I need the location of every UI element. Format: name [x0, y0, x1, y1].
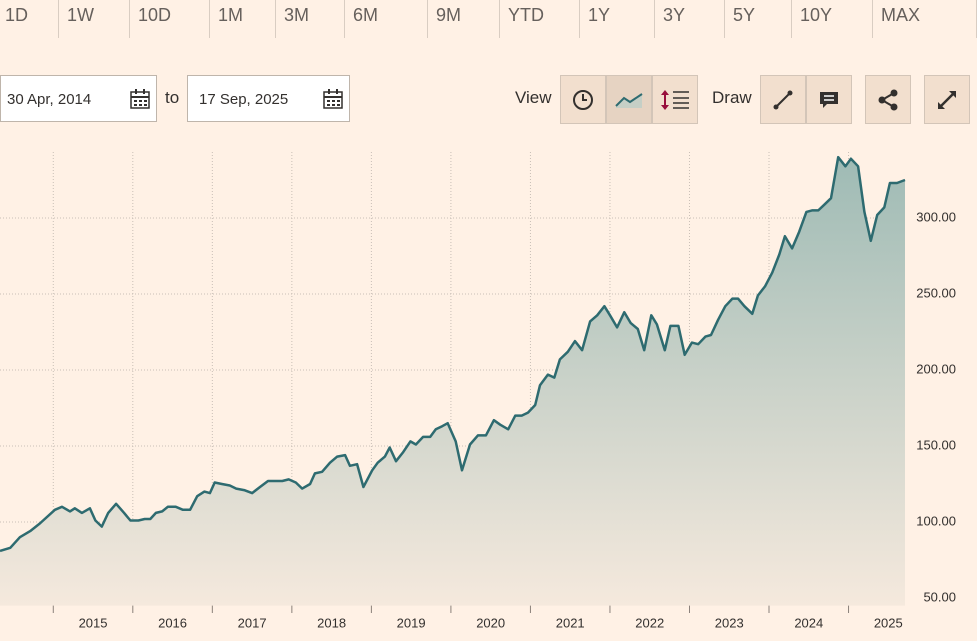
- period-button[interactable]: YTD: [500, 0, 580, 38]
- area-fill: [0, 157, 905, 606]
- x-tick-label: 2018: [317, 615, 346, 630]
- to-date-input[interactable]: 17 Sep, 2025: [187, 75, 350, 122]
- y-tick-label: 150.00: [916, 437, 956, 452]
- period-button[interactable]: 3M: [276, 0, 345, 38]
- draw-line-button[interactable]: [760, 75, 806, 124]
- calendar-icon: [130, 89, 150, 109]
- period-button[interactable]: 6M: [345, 0, 428, 38]
- y-tick-label: 50.00: [923, 589, 956, 604]
- annotate-button[interactable]: [806, 75, 852, 124]
- y-tick-label: 300.00: [916, 209, 956, 224]
- x-tick-label: 2019: [397, 615, 426, 630]
- share-button[interactable]: [865, 75, 911, 124]
- period-button[interactable]: 1W: [59, 0, 130, 38]
- expand-button[interactable]: [924, 75, 970, 124]
- view-label: View: [515, 88, 552, 107]
- period-bar: 1D 1W 10D 1M 3M 6M 9M YTD 1Y 3Y 5Y 10Y MAX: [0, 0, 977, 38]
- x-tick-label: 2025: [874, 615, 903, 630]
- indicator-icon: [661, 89, 689, 110]
- x-tick-label: 2015: [79, 615, 108, 630]
- price-line: [0, 155, 906, 553]
- period-button[interactable]: 9M: [428, 0, 500, 38]
- to-date: 17 Sep, 2025: [199, 91, 289, 108]
- share-icon: [878, 89, 898, 110]
- x-tick-label: 2022: [635, 615, 664, 630]
- period-button[interactable]: 10D: [130, 0, 210, 38]
- y-tick-label: 250.00: [916, 285, 956, 300]
- period-button[interactable]: 1D: [0, 0, 59, 38]
- x-tick-label: 2016: [158, 615, 187, 630]
- y-tick-label: 100.00: [916, 513, 956, 528]
- calendar-icon: [323, 89, 343, 109]
- x-tick-label: 2021: [556, 615, 585, 630]
- indicator-button[interactable]: [652, 75, 698, 124]
- period-button[interactable]: 3Y: [655, 0, 725, 38]
- expand-icon: [938, 90, 956, 109]
- pen-icon: [773, 90, 793, 109]
- draw-label: Draw: [712, 88, 752, 107]
- x-tick-label: 2020: [476, 615, 505, 630]
- period-button[interactable]: 10Y: [792, 0, 873, 38]
- x-tick-label: 2023: [715, 615, 744, 630]
- period-button[interactable]: 5Y: [725, 0, 792, 38]
- clock-button[interactable]: [560, 75, 606, 124]
- y-tick-label: 200.00: [916, 361, 956, 376]
- comment-icon: [820, 91, 838, 108]
- chart-style-button[interactable]: [606, 75, 652, 124]
- period-button[interactable]: 1Y: [580, 0, 655, 38]
- period-button[interactable]: MAX: [873, 0, 977, 38]
- clock-icon: [573, 89, 593, 110]
- from-date-input[interactable]: 30 Apr, 2014: [0, 75, 157, 122]
- period-button[interactable]: 1M: [210, 0, 276, 38]
- x-tick-label: 2024: [794, 615, 823, 630]
- from-date: 30 Apr, 2014: [7, 91, 92, 108]
- line-icon: [615, 92, 643, 108]
- to-label: to: [165, 88, 180, 107]
- x-tick-label: 2017: [238, 615, 267, 630]
